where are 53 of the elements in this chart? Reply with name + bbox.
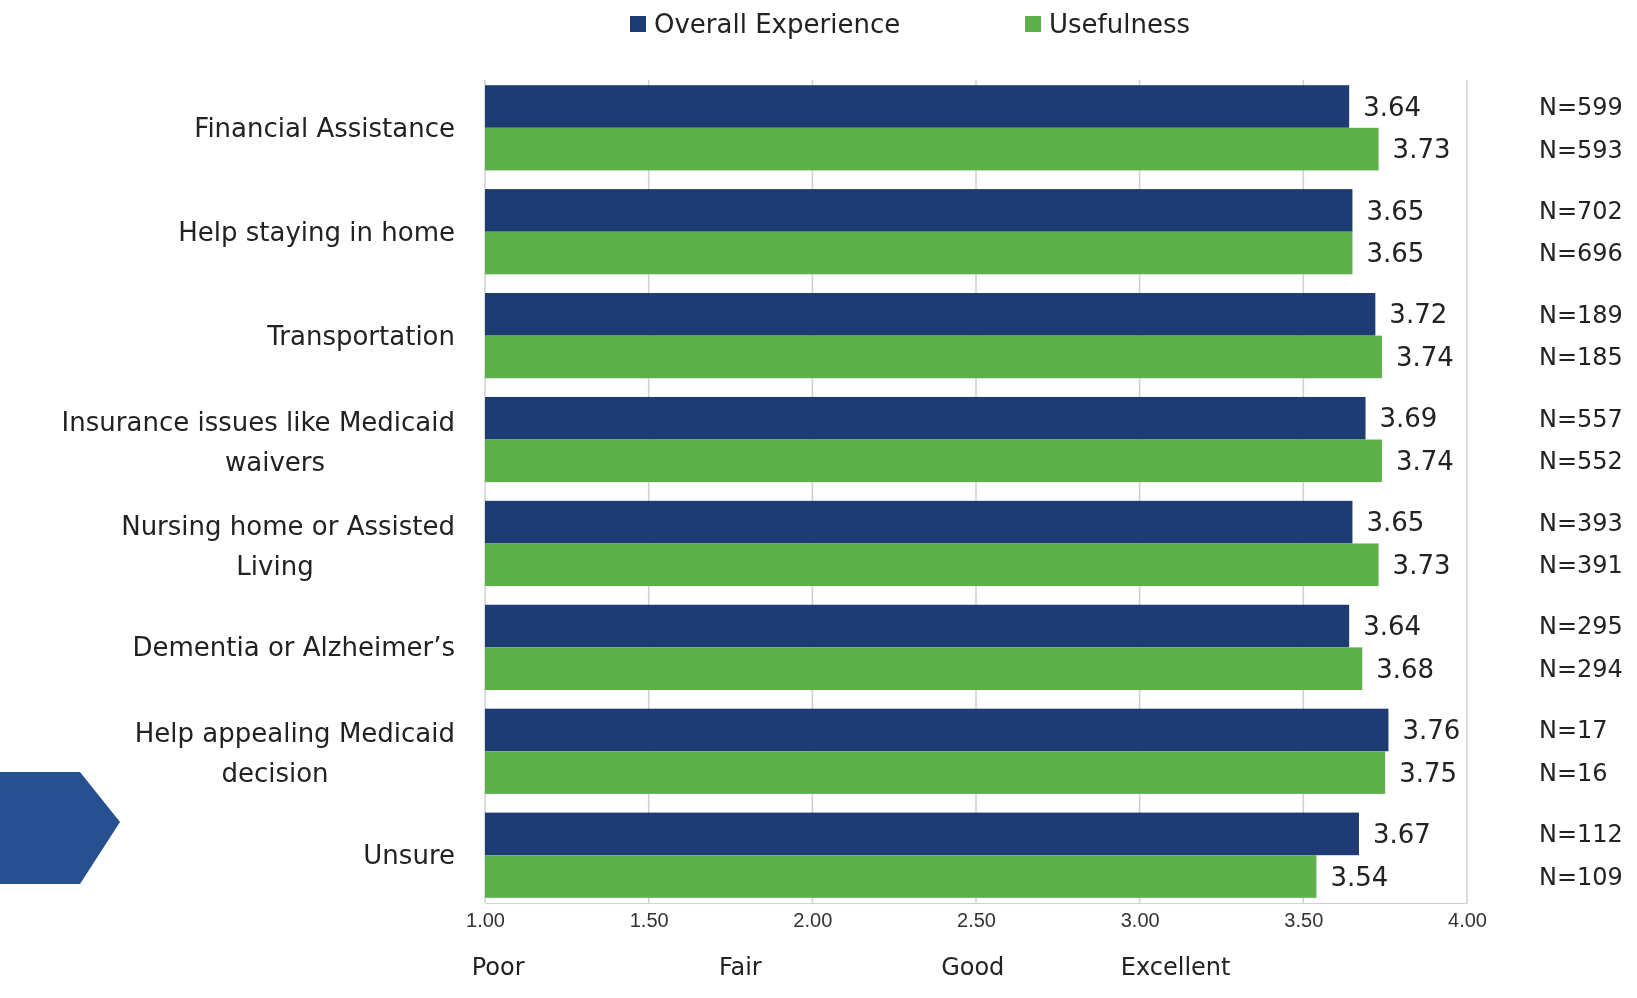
text: N=185 [1539,343,1623,372]
text: Fair [718,953,762,981]
y-tick-label: Help appealing Medicaid decision [134,718,455,789]
y-tick-label: Financial Assistance [194,112,455,143]
x-tick-label: 4.00 [1448,909,1487,932]
data-label: 3.54 [1330,861,1389,892]
text: N=112 [1539,820,1623,849]
data-label: 3.65 [1366,195,1425,226]
legend-label: Overall Experience [654,9,901,40]
data-label: 3.67 [1372,819,1431,849]
y-tick-label: Transportation [266,320,455,351]
data-label: 3.74 [1395,342,1454,373]
x-tick-label: 1.50 [629,909,669,932]
text: N=294 [1539,655,1623,684]
text: N=189 [1539,300,1623,329]
data-label: 3.73 [1392,549,1451,580]
x-tick-label: 2.50 [957,909,996,932]
y-tick-label: Insurance issues like Medicaid waivers [61,406,455,477]
text: N=17 [1539,716,1608,745]
text: N=109 [1539,862,1623,891]
x-tick-label: 3.00 [1120,909,1160,932]
data-label: 3.73 [1392,134,1451,165]
text: N=552 [1539,447,1623,476]
y-tick-label: Unsure [363,840,455,871]
text: N=557 [1539,404,1623,433]
data-label: 3.72 [1389,299,1448,330]
data-label: 3.65 [1366,507,1425,538]
data-label: 3.64 [1363,611,1422,642]
x-tick-label: 2.00 [793,909,833,932]
text: Excellent [1120,953,1231,981]
text: N=295 [1539,612,1623,641]
text: N=393 [1539,508,1623,537]
text: Poor [471,953,525,981]
data-label: 3.64 [1363,91,1422,122]
text: Good [941,953,1005,981]
y-tick-label: Help staying in home [178,216,455,247]
data-label: 3.68 [1376,653,1435,684]
data-label: 3.76 [1402,715,1461,746]
y-tick-label: Nursing home or Assisted Living [121,510,455,581]
x-tick-label: 3.50 [1284,909,1324,932]
data-label: 3.75 [1399,757,1458,788]
text: N=702 [1539,196,1623,225]
legend-label: Usefulness [1049,9,1190,40]
text: N=599 [1539,92,1623,121]
data-label: 3.65 [1366,238,1425,269]
text: N=593 [1539,135,1623,164]
text: N=391 [1539,551,1623,580]
text: N=16 [1539,758,1608,787]
data-label: 3.69 [1379,403,1438,434]
x-tick-label: 1.00 [466,909,505,932]
y-tick-label: Dementia or Alzheimer’s [132,632,455,663]
data-label: 3.74 [1395,445,1454,476]
text: N=696 [1539,239,1623,268]
